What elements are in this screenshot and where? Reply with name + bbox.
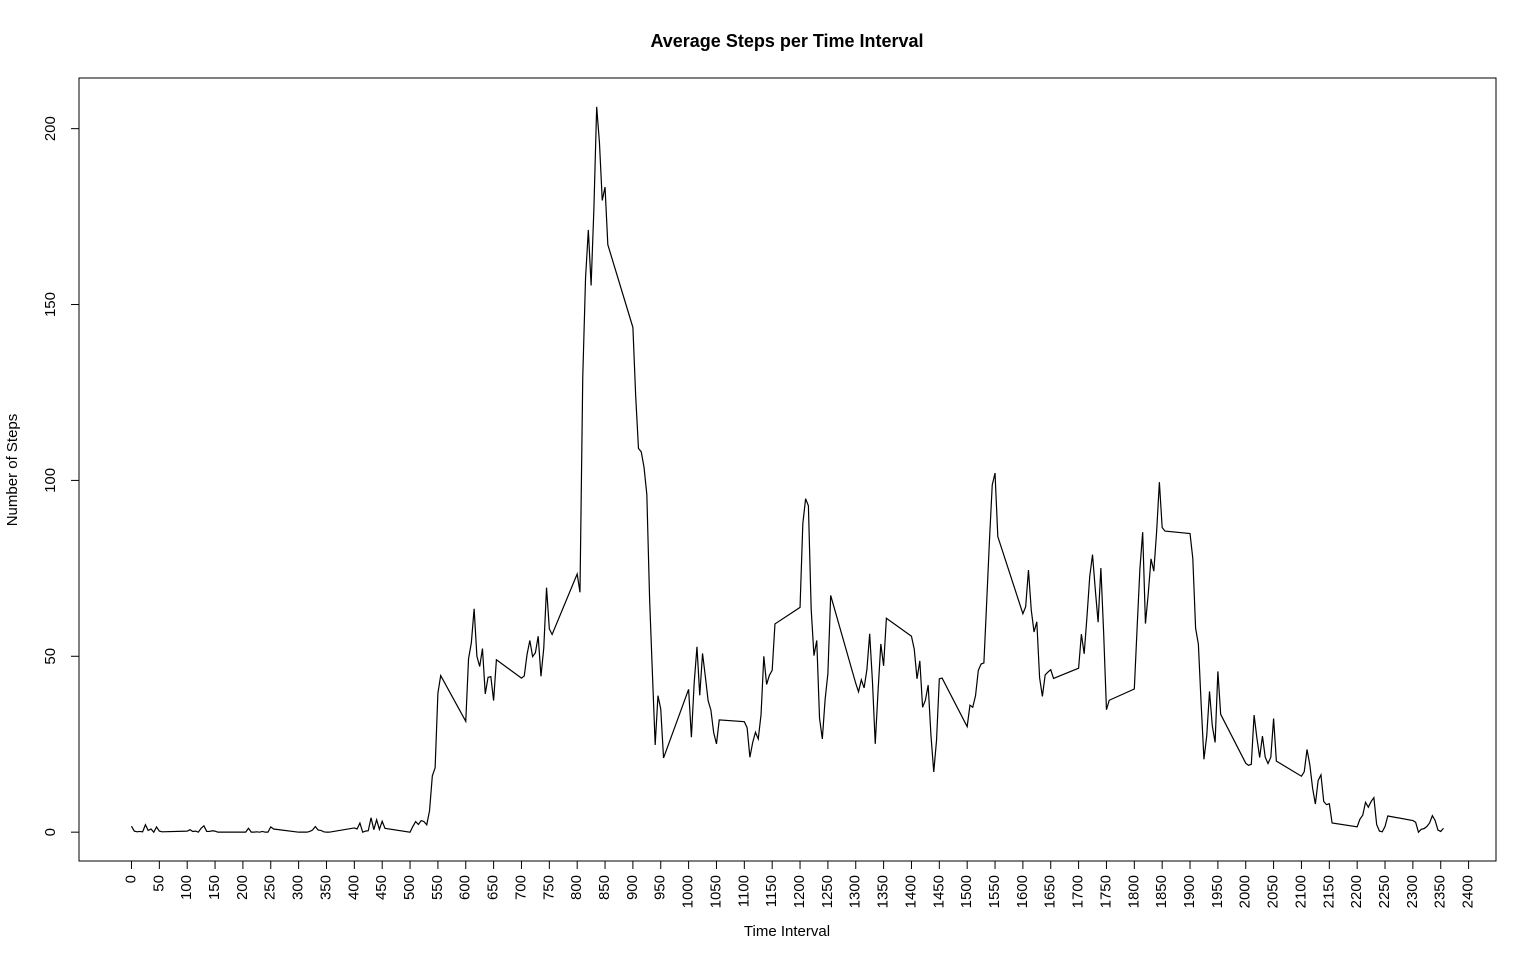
x-tick-label: 2000 — [1237, 875, 1254, 908]
y-tick-label: 0 — [42, 828, 59, 836]
x-tick-label: 250 — [262, 875, 279, 900]
x-tick-label: 1300 — [847, 875, 864, 908]
x-tick-label: 2250 — [1376, 875, 1393, 908]
x-tick-label: 550 — [429, 875, 446, 900]
x-tick-label: 750 — [540, 875, 557, 900]
x-tick-label: 200 — [234, 875, 251, 900]
x-tick-label: 1550 — [986, 875, 1003, 908]
x-tick-label: 850 — [596, 875, 613, 900]
y-tick-label: 200 — [42, 116, 59, 141]
x-tick-label: 900 — [624, 875, 641, 900]
x-tick-label: 600 — [457, 875, 474, 900]
x-tick-label: 1200 — [791, 875, 808, 908]
x-tick-label: 150 — [206, 875, 223, 900]
x-tick-label: 2100 — [1292, 875, 1309, 908]
x-tick-label: 1950 — [1209, 875, 1226, 908]
x-tick-label: 2400 — [1460, 875, 1477, 908]
x-tick-label: 1750 — [1097, 875, 1114, 908]
x-tick-label: 1850 — [1153, 875, 1170, 908]
plot-frame — [78, 77, 1497, 862]
x-tick-label: 1650 — [1042, 875, 1059, 908]
x-tick-label: 450 — [373, 875, 390, 900]
x-tick-label: 1100 — [735, 875, 752, 907]
x-tick-label: 300 — [290, 875, 307, 900]
data-line — [130, 106, 1444, 834]
x-tick-label: 1700 — [1070, 875, 1087, 908]
x-tick-label: 1400 — [902, 875, 919, 908]
x-tick-label: 0 — [122, 875, 139, 883]
x-tick-label: 1150 — [763, 875, 780, 907]
x-tick-label: 2150 — [1320, 875, 1337, 908]
x-tick-label: 500 — [401, 875, 418, 900]
x-tick-label: 1450 — [930, 875, 947, 908]
y-tick-label: 100 — [42, 468, 59, 493]
x-tick-label: 2050 — [1265, 875, 1282, 908]
x-tick-label: 50 — [150, 875, 167, 892]
x-tick-label: 2200 — [1348, 875, 1365, 908]
y-tick-label: 50 — [42, 648, 59, 665]
x-tick-label: 2350 — [1432, 875, 1449, 908]
x-tick-label: 950 — [652, 875, 669, 900]
x-tick-label: 350 — [317, 875, 334, 900]
y-axis-label: Number of Steps — [4, 414, 21, 527]
x-tick-label: 800 — [568, 875, 585, 900]
x-tick-label: 1500 — [958, 875, 975, 908]
x-tick-label: 700 — [512, 875, 529, 900]
x-tick-label: 2300 — [1404, 875, 1421, 908]
x-tick-label: 1250 — [819, 875, 836, 908]
x-tick-label: 650 — [485, 875, 502, 900]
x-tick-label: 1350 — [875, 875, 892, 908]
x-tick-label: 1800 — [1125, 875, 1142, 908]
x-tick-label: 1900 — [1181, 875, 1198, 908]
x-axis-label: Time Interval — [744, 923, 830, 940]
x-tick-label: 1600 — [1014, 875, 1031, 908]
x-tick-label: 100 — [178, 875, 195, 900]
y-tick-label: 150 — [42, 292, 59, 317]
chart-title: Average Steps per Time Interval — [650, 31, 923, 51]
x-tick-label: 400 — [345, 875, 362, 900]
x-tick-label: 1050 — [707, 875, 724, 908]
x-tick-label: 1000 — [680, 875, 697, 908]
